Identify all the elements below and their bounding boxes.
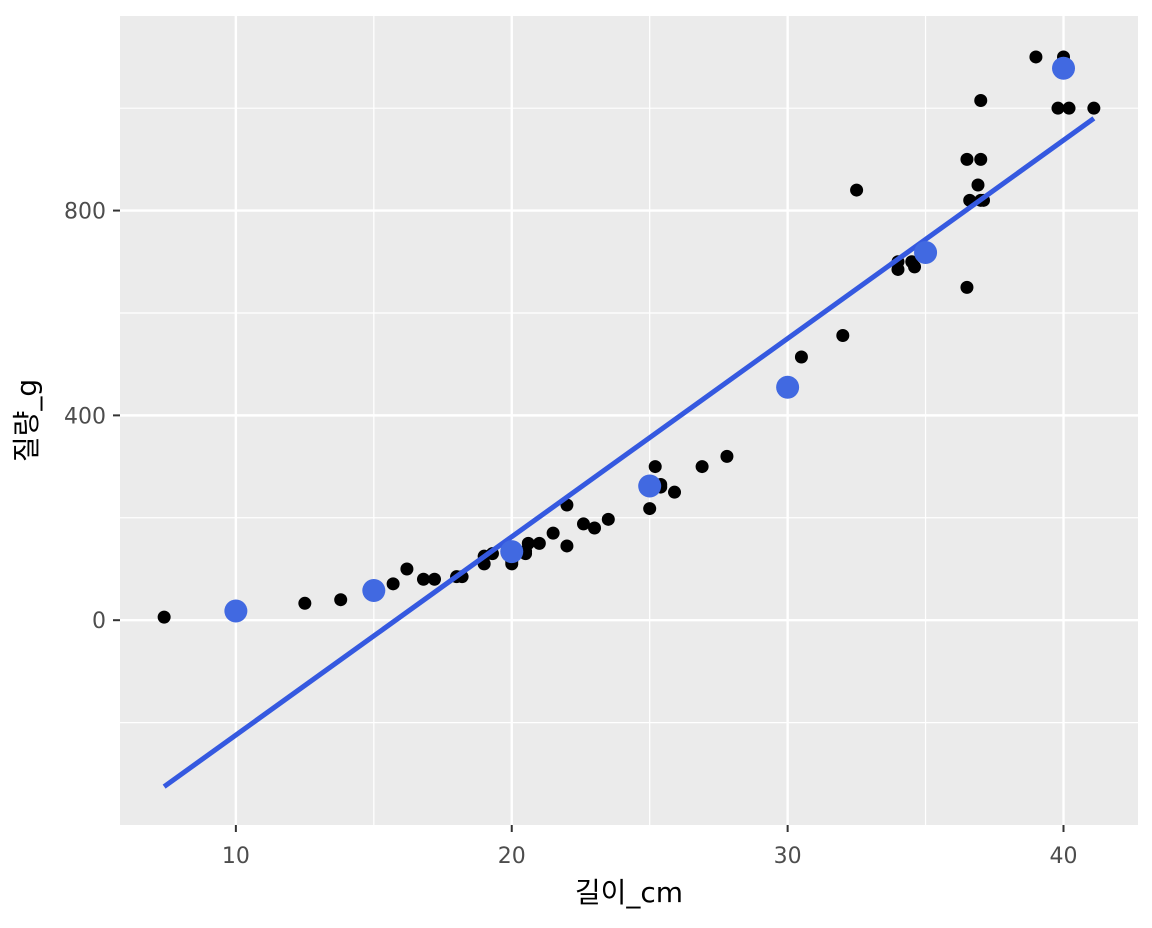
data-point: [1087, 101, 1101, 115]
data-point: [428, 572, 442, 586]
data-point: [643, 502, 657, 516]
data-point: [908, 260, 922, 274]
y-tick-label: 800: [64, 200, 106, 225]
x-tick-label: 40: [1050, 844, 1078, 869]
data-point: [1062, 101, 1076, 115]
predicted-point: [362, 578, 386, 602]
data-point: [416, 572, 430, 586]
data-point: [400, 562, 414, 576]
minor-gridlines: [120, 16, 1138, 825]
data-point: [960, 280, 974, 294]
data-point: [576, 517, 590, 531]
y-tick-label: 400: [64, 404, 106, 429]
data-point: [601, 512, 615, 526]
predicted-point: [638, 474, 662, 498]
data-point: [668, 485, 682, 499]
data-point: [974, 152, 988, 166]
data-point: [720, 449, 734, 463]
data-point: [850, 183, 864, 197]
data-point: [960, 152, 974, 166]
data-point: [971, 178, 985, 192]
data-point: [794, 350, 808, 364]
y-axis-title: 질량_g: [10, 379, 43, 462]
x-tick-label: 10: [222, 844, 250, 869]
predicted-point: [776, 375, 800, 399]
data-point: [546, 526, 560, 540]
predicted-point: [500, 540, 524, 564]
data-point: [891, 262, 905, 276]
plot-panel: [120, 16, 1138, 825]
data-point: [532, 536, 546, 550]
predicted-point: [914, 241, 938, 265]
x-tick-label: 30: [774, 844, 802, 869]
data-point: [386, 577, 400, 591]
data-point: [560, 539, 574, 553]
predicted-point: [224, 599, 248, 623]
data-point: [1051, 101, 1065, 115]
axis-ticks: [113, 209, 1065, 832]
data-point: [334, 593, 348, 607]
x-axis-title: 길이_cm: [575, 876, 683, 909]
data-point: [521, 536, 535, 550]
data-point: [695, 460, 709, 474]
x-tick-label: 20: [498, 844, 526, 869]
regression-line: [162, 116, 1096, 789]
data-point: [974, 93, 988, 107]
data-layer: [157, 50, 1101, 789]
y-tick-label: 0: [92, 609, 106, 634]
data-point: [836, 329, 850, 343]
data-point: [648, 460, 662, 474]
data-point: [1029, 50, 1043, 64]
predicted-point: [1052, 56, 1076, 80]
data-point: [298, 596, 312, 610]
data-point: [157, 610, 171, 624]
data-point: [588, 521, 602, 535]
